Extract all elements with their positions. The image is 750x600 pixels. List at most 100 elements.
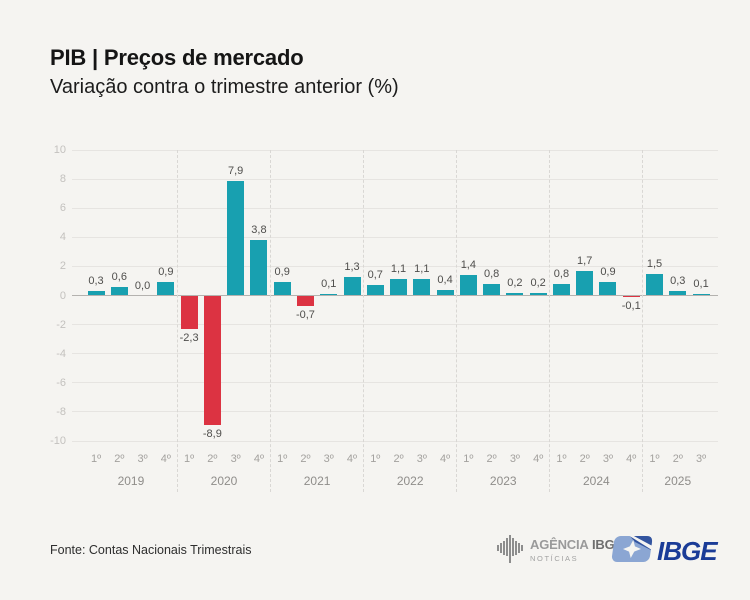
bar-value-label: 0,3 (88, 275, 104, 288)
quarter-tick-label: 3º (323, 453, 334, 465)
bar (296, 295, 314, 306)
year-separator (549, 150, 551, 492)
y-axis-tick-label: 10 (53, 144, 66, 156)
y-axis-tick-label: -4 (56, 347, 66, 360)
y-axis-tick-label: 4 (59, 231, 66, 244)
quarter-tick-label: 4º (346, 453, 358, 465)
bar-value-label: 1,3 (344, 260, 360, 273)
bar (390, 279, 408, 296)
quarter-tick-label: 3º (509, 453, 520, 465)
agencia-noticias-label: NOTÍCIAS (530, 553, 579, 563)
bar-value-label: 0,6 (111, 270, 127, 283)
bar-value-label: 0,4 (437, 273, 453, 286)
year-label: 2022 (396, 474, 424, 488)
gridline (72, 382, 718, 384)
bar-value-label: 0,8 (553, 267, 570, 280)
bar (320, 294, 338, 296)
quarter-tick-label: 2º (300, 453, 311, 465)
quarter-tick-label: 1º (370, 453, 381, 465)
chart-subtitle: Variação contra o trimestre anterior (%) (50, 76, 399, 98)
bar (203, 295, 221, 425)
bar (157, 282, 175, 296)
quarter-tick-label: 1º (556, 453, 567, 465)
bar-value-label: -0,1 (621, 299, 641, 312)
bar (459, 275, 477, 296)
bar-value-label: 0,2 (530, 276, 546, 289)
bar (692, 294, 710, 296)
bar (273, 282, 291, 296)
bar (552, 283, 570, 296)
agencia-ibge-tree-icon (497, 534, 523, 569)
bar (576, 270, 594, 296)
bar-value-label: 1,4 (460, 259, 476, 272)
bar-value-label: 1,7 (577, 254, 593, 267)
bar (87, 291, 105, 296)
quarter-tick-label: 1º (90, 453, 102, 465)
year-label: 2023 (489, 474, 517, 488)
year-separator (176, 150, 178, 492)
bar (180, 295, 198, 329)
bar-value-label: 0,3 (670, 275, 686, 288)
y-axis-tick-label: -10 (50, 435, 66, 447)
bar-value-label: 3,8 (251, 224, 267, 237)
year-label: 2021 (303, 474, 331, 488)
quarter-tick-label: 2º (393, 453, 404, 465)
zero-axis-line (72, 295, 718, 296)
bar-value-label: 0,7 (367, 269, 383, 282)
gridline (72, 178, 718, 180)
quarter-tick-label: 4º (160, 453, 171, 465)
quarter-tick-label: 2º (114, 453, 125, 465)
bar-value-label: -8,9 (202, 427, 222, 440)
bar-value-label: 0,1 (693, 278, 709, 291)
gridline (72, 236, 718, 238)
quarter-tick-label: 4º (533, 453, 544, 465)
year-label: 2025 (664, 474, 692, 488)
quarter-tick-label: 2º (207, 453, 218, 465)
quarter-tick-label: 1º (184, 453, 195, 465)
bar-value-label: 0,8 (483, 267, 500, 280)
quarter-tick-label: 1º (463, 453, 474, 465)
ibge-logo: IBGE (611, 534, 718, 566)
bar-value-label: -2,3 (179, 331, 199, 344)
agencia-ibge-wordmark: AGÊNCIA IBGE (530, 536, 623, 552)
y-axis-tick-label: -8 (56, 405, 66, 418)
bar (110, 286, 128, 296)
bar-value-label: 0,2 (507, 276, 523, 289)
bar (599, 282, 617, 296)
quarter-tick-label: 2º (579, 453, 590, 465)
year-separator (642, 150, 644, 492)
bar (646, 273, 663, 296)
quarter-tick-label: 3º (695, 453, 707, 465)
quarter-tick-label: 3º (137, 453, 148, 465)
bar-value-label: 1,1 (390, 263, 407, 276)
quarter-tick-label: 1º (649, 453, 660, 465)
bar-value-label: 0,9 (600, 266, 616, 279)
gridline (72, 324, 718, 326)
gridline (72, 353, 718, 355)
bar-value-label: 0,0 (134, 279, 151, 292)
chart-title: PIB | Preços de mercado (50, 45, 304, 70)
year-separator (456, 150, 458, 492)
source-text: Fonte: Contas Nacionais Trimestrais (50, 543, 252, 557)
quarter-tick-label: 4º (440, 453, 451, 465)
quarter-tick-label: 2º (486, 453, 497, 465)
year-label: 2020 (210, 474, 238, 488)
ibge-wordmark: IBGE (657, 536, 718, 566)
bar (227, 180, 245, 296)
chart-header: PIB | Preços de mercado Variação contra … (50, 44, 399, 100)
quarter-tick-label: 3º (602, 453, 614, 465)
bar-value-label: 0,9 (158, 266, 174, 279)
bar-value-label: 1,1 (414, 263, 430, 276)
bar (669, 291, 687, 296)
gridline (72, 207, 718, 209)
y-axis-tick-label: -6 (56, 376, 66, 389)
quarter-tick-label: 3º (230, 453, 241, 465)
bar-value-label: -0,7 (295, 308, 315, 321)
bar (250, 240, 268, 296)
y-axis-tick-label: 2 (59, 260, 66, 273)
y-axis-tick-label: -2 (56, 318, 66, 331)
gridline (72, 440, 718, 442)
gridline (72, 411, 718, 413)
year-label: 2019 (117, 474, 145, 488)
